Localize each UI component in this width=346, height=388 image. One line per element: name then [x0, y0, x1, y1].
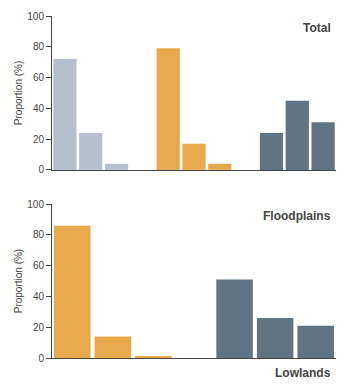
svg-text:0: 0: [38, 164, 44, 175]
svg-text:Floodplains: Floodplains: [263, 209, 331, 223]
svg-text:60: 60: [33, 260, 45, 271]
svg-text:80: 80: [33, 229, 45, 240]
svg-text:100: 100: [27, 11, 44, 22]
svg-text:60: 60: [33, 72, 45, 83]
svg-text:Proportion (%): Proportion (%): [13, 61, 24, 125]
svg-text:80: 80: [33, 41, 45, 52]
svg-text:Lowlands: Lowlands: [275, 366, 331, 380]
svg-text:Total: Total: [303, 21, 331, 35]
svg-text:20: 20: [33, 322, 45, 333]
svg-text:Proportion (%): Proportion (%): [13, 249, 24, 313]
svg-text:20: 20: [33, 134, 45, 145]
svg-text:40: 40: [33, 103, 45, 114]
svg-text:0: 0: [38, 353, 44, 364]
svg-text:100: 100: [27, 199, 44, 210]
svg-text:40: 40: [33, 291, 45, 302]
